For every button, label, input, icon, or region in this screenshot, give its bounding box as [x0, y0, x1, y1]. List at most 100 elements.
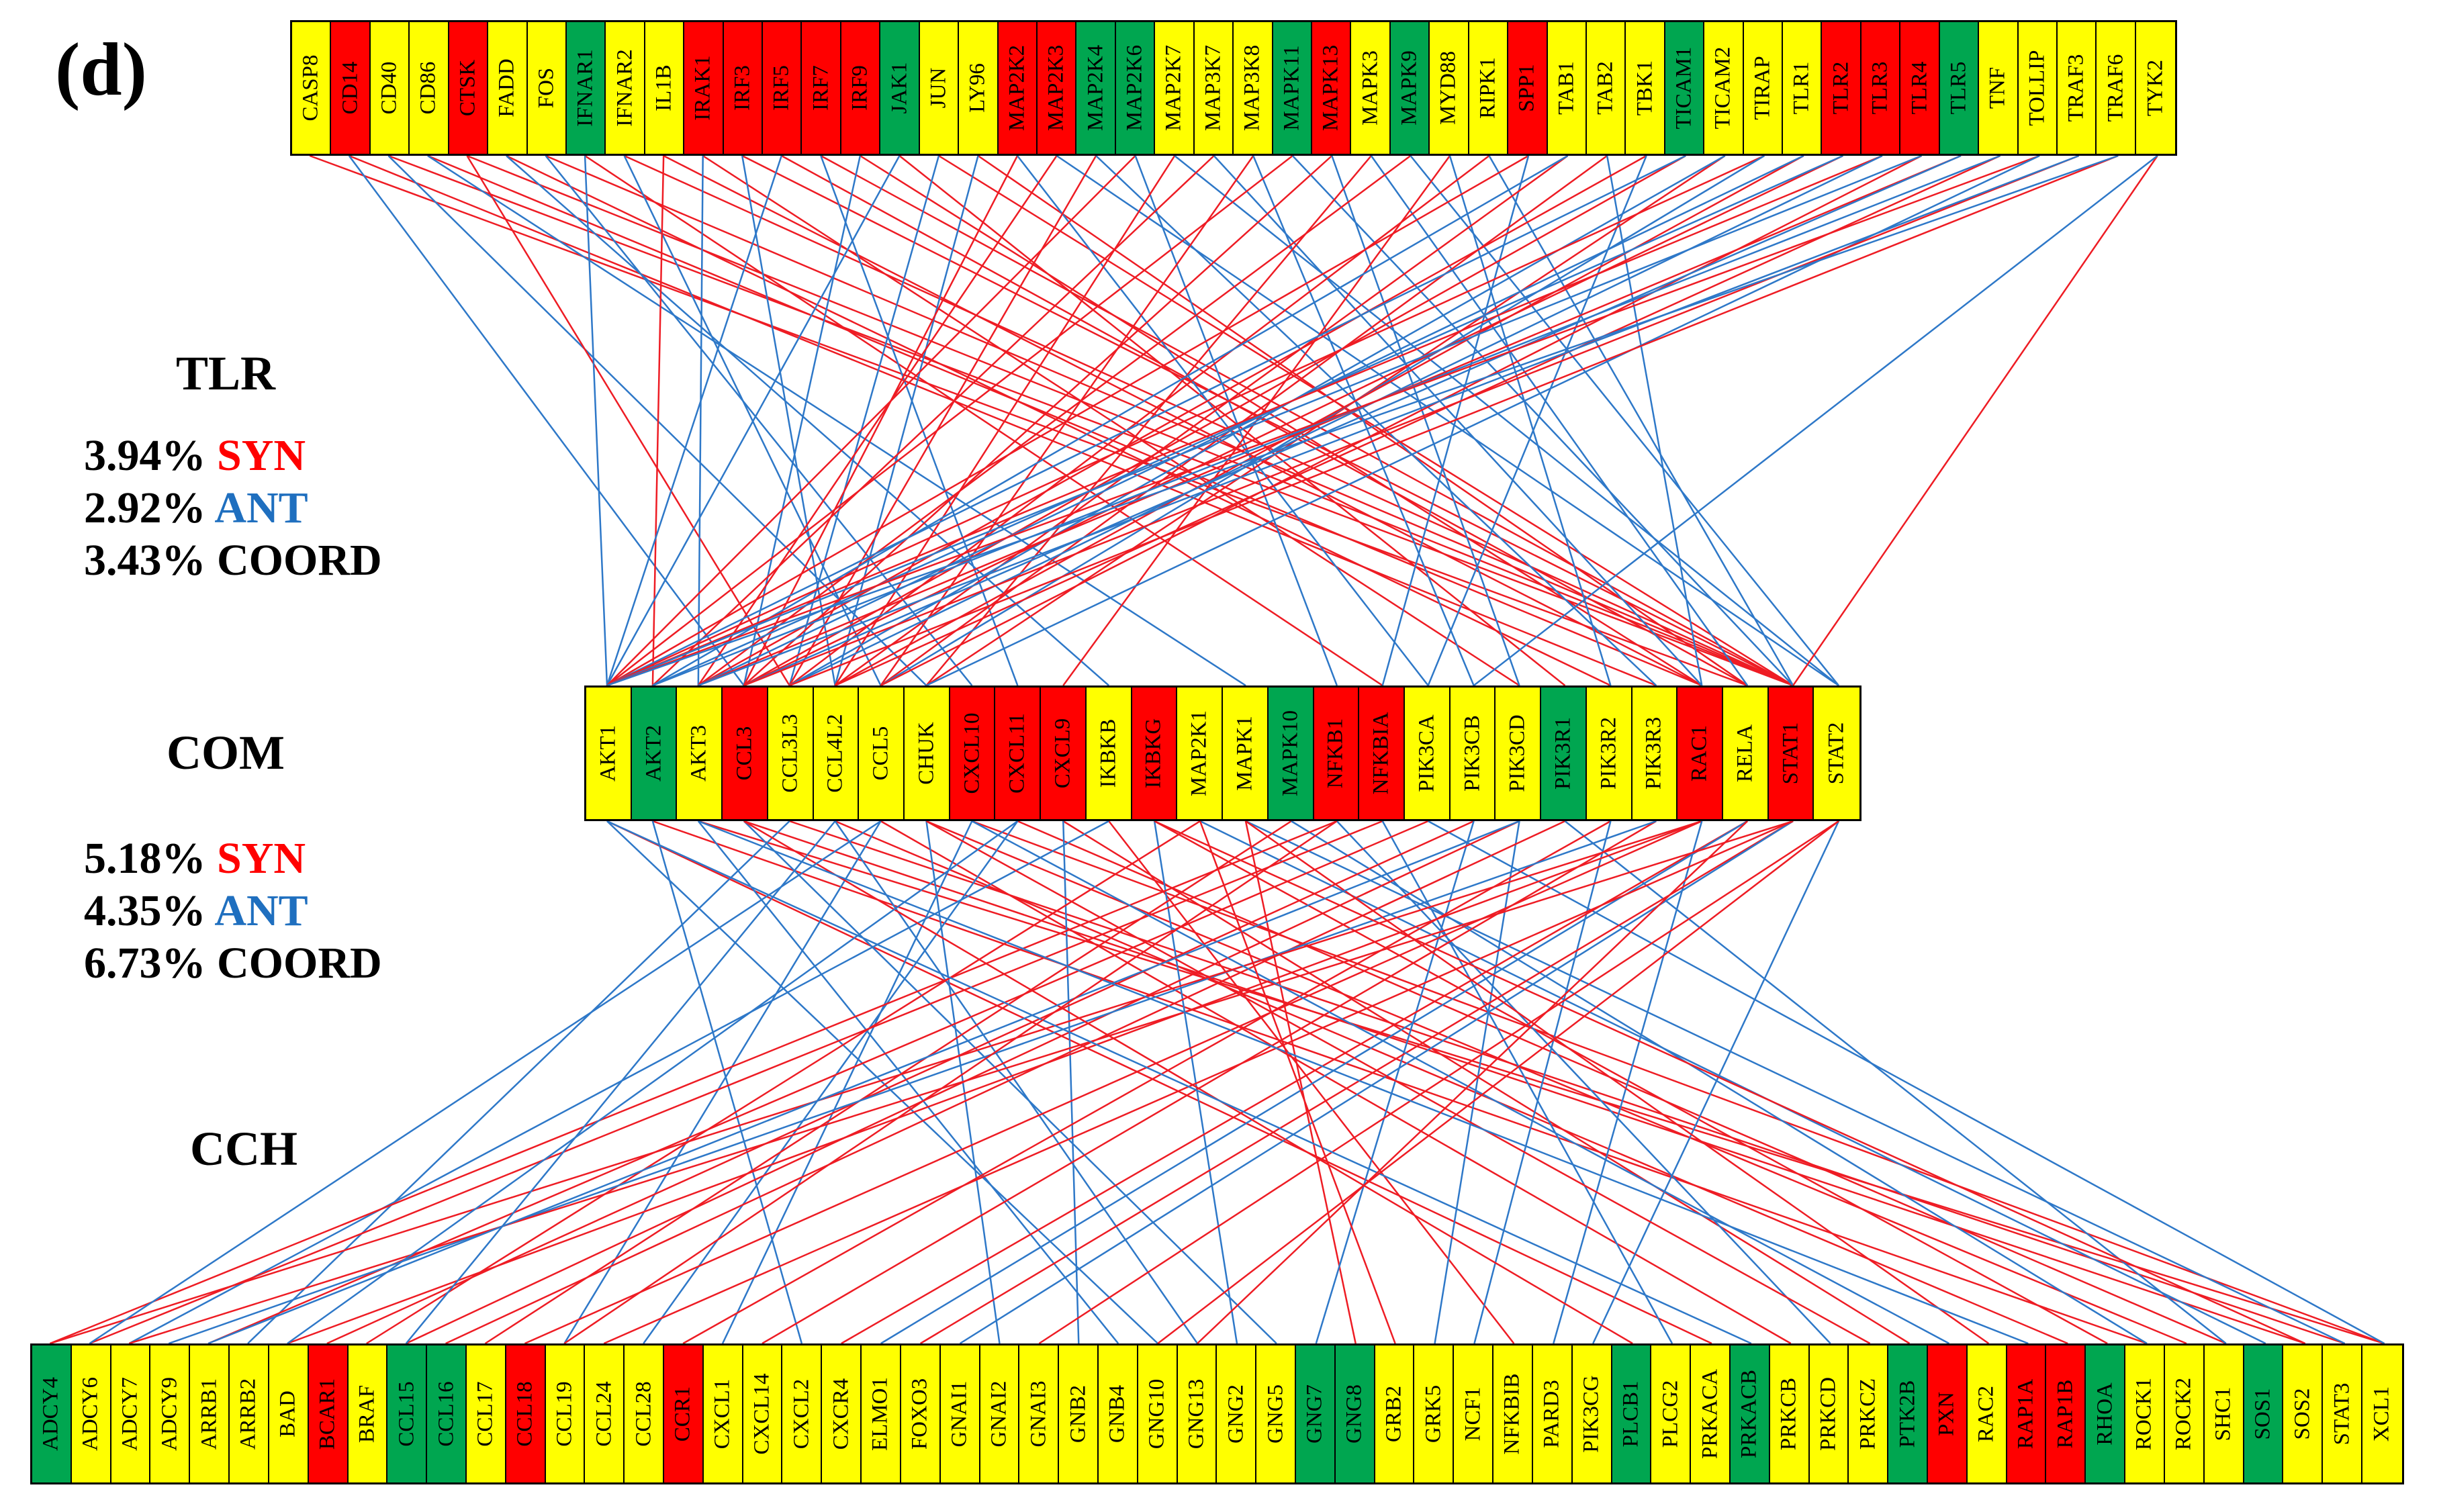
syn-edge-map3k7-akt2	[652, 155, 1215, 686]
ant-edge-map2k7-stat2	[1174, 155, 1839, 686]
syn-edge-tlr5-akt3	[698, 154, 1962, 687]
gene-ccl28: CCL28	[625, 1345, 664, 1482]
ant-edge-jak1-akt1	[606, 155, 901, 686]
gene-map2k7: MAP2K7	[1155, 22, 1195, 154]
gene-ccl3: CCL3	[723, 688, 768, 819]
gene-label: CCL5	[868, 726, 893, 781]
gene-label: RAP1B	[2053, 1379, 2078, 1449]
section-label-com: COM	[167, 726, 285, 779]
gene-label: ADCY9	[157, 1376, 182, 1452]
gene-rap1a: RAP1A	[2007, 1345, 2047, 1482]
gene-xcl1: XCL1	[2362, 1345, 2402, 1482]
gene-label: PRKCZ	[1855, 1378, 1880, 1450]
syn-edge-tlr1-ccl4l2	[835, 154, 1804, 687]
gene-label: MAPK13	[1318, 44, 1343, 132]
gene-adcy6: ADCY6	[71, 1345, 111, 1482]
gene-myd88: MYD88	[1430, 22, 1469, 154]
syn-edge-ikbkg-rhoa	[1154, 820, 2108, 1345]
gene-map2k4: MAP2K4	[1076, 22, 1116, 154]
syn-edge-tlr2-ccl3	[743, 154, 1843, 687]
gene-label: FOS	[534, 67, 559, 109]
com-ant-label: ANT	[214, 886, 308, 935]
ant-edge-tlr3-ccl3l3	[789, 154, 1883, 687]
gene-label: CXCR4	[829, 1378, 854, 1450]
gene-label: TLR2	[1829, 61, 1853, 115]
gene-ctsk: CTSK	[449, 22, 489, 154]
syn-edge-stat2-gnai3	[1038, 820, 1839, 1345]
gene-label: NCF1	[1461, 1386, 1485, 1442]
gene-tab1: TAB1	[1547, 22, 1587, 154]
gene-pxn: PXN	[1928, 1345, 1968, 1482]
gene-adcy7: ADCY7	[111, 1345, 151, 1482]
gene-pik3r3: PIK3R3	[1632, 688, 1678, 819]
gene-label: BAD	[275, 1390, 300, 1437]
ant-edge-map2k6-nfkb1	[1134, 155, 1338, 686]
gene-stat1: STAT1	[1768, 688, 1814, 819]
syn-edge-casp8-rela	[309, 154, 1748, 687]
ant-edge-ccl3l3-arrb2	[247, 820, 790, 1344]
gene-map2k6: MAP2K6	[1115, 22, 1156, 154]
gene-label: GNG8	[1342, 1384, 1367, 1444]
com-gene-row: AKT1 AKT2 AKT3 CCL3 CCL3L3 CCL4L2 CCL5 CHUK CXCL…	[584, 686, 1861, 821]
gene-ccl3l3: CCL3L3	[768, 688, 814, 819]
syn-edge-map2k2-ccl3	[743, 155, 1019, 686]
gene-label: MAPK3	[1358, 50, 1383, 126]
syn-edge-rac1-adcy4	[50, 820, 1702, 1345]
gene-pik3cb: PIK3CB	[1450, 688, 1496, 819]
gene-label: STAT1	[1778, 722, 1803, 785]
gene-label: PLCB1	[1618, 1380, 1643, 1448]
gene-sos1: SOS1	[2244, 1345, 2284, 1482]
ant-edge-stat1-gnai1	[959, 820, 1794, 1345]
gene-label: CCL17	[473, 1381, 498, 1447]
gene-ccl15: CCL15	[387, 1345, 428, 1482]
gene-label: CXCL9	[1050, 718, 1075, 789]
gene-label: GNAI2	[986, 1380, 1011, 1448]
gene-label: PIK3CG	[1579, 1375, 1604, 1453]
gene-irf7: IRF7	[802, 22, 841, 154]
syn-edge-irf7-stat1	[820, 154, 1794, 687]
gene-rap1b: RAP1B	[2046, 1345, 2086, 1482]
syn-edge-rac1-ccl18	[524, 820, 1702, 1345]
ant-edge-akt3-rap1a	[698, 820, 2029, 1345]
ant-edge-cxcl11-ccl28	[643, 820, 1019, 1344]
ant-edge-fadd-ikbkb	[506, 155, 1110, 686]
gene-label: CCL19	[552, 1381, 577, 1447]
gene-ccl17: CCL17	[466, 1345, 506, 1482]
gene-label: PIK3R2	[1596, 716, 1621, 790]
syn-edge-cd40-stat1	[387, 154, 1794, 687]
gene-map2k1: MAP2K1	[1177, 688, 1224, 819]
gene-label: NFKBIA	[1369, 712, 1393, 795]
gene-label: TOLLIP	[2025, 50, 2050, 126]
syn-edge-tollip-akt1	[606, 154, 2040, 687]
com-ant-value: 4.35%	[84, 886, 206, 935]
gene-label: PLCG2	[1658, 1380, 1683, 1448]
gene-pik3r1: PIK3R1	[1541, 688, 1587, 819]
gene-gnai1: GNAI1	[940, 1345, 980, 1482]
com-ant-stat: 4.35% ANT	[84, 885, 382, 937]
syn-edge-pik3r2-ccr1	[682, 820, 1612, 1345]
gene-label: CXCL11	[1005, 713, 1029, 794]
gene-rhoa: RHOA	[2086, 1345, 2126, 1482]
gene-label: TIRAP	[1750, 56, 1775, 120]
gene-label: GNG2	[1224, 1384, 1248, 1444]
tlr-gene-row: CASP8 CD14 CD40 CD86 CTSK FADD FOS IFNAR1 IFNAR2…	[290, 20, 2177, 156]
gene-tlr5: TLR5	[1939, 22, 1980, 154]
ant-edge-tab2-rac1	[1606, 155, 1703, 686]
ant-edge-pik3cb-gng7	[1315, 820, 1475, 1344]
syn-edge-fadd-pik3r2	[506, 154, 1611, 687]
syn-edge-cxcl10-xcl1	[971, 820, 2385, 1345]
syn-edge-traf3-ccl3	[743, 154, 2080, 687]
tlr-ant-label: ANT	[214, 483, 308, 532]
gene-ccl19: CCL19	[545, 1345, 586, 1482]
gene-label: CHUK	[914, 722, 939, 785]
gene-shc1: SHC1	[2204, 1345, 2244, 1482]
gene-label: MAP2K1	[1187, 710, 1211, 797]
syn-edge-il1b-rac1	[663, 154, 1702, 687]
syn-edge-akt1-prkaca	[606, 820, 1712, 1345]
gene-label: PRKCB	[1776, 1377, 1801, 1451]
syn-edge-jak1-pik3r1	[899, 155, 1566, 686]
gene-label: LY96	[965, 63, 990, 113]
gene-label: JUN	[926, 67, 951, 109]
gene-prkcd: PRKCD	[1809, 1345, 1849, 1482]
gene-stat3: STAT3	[2323, 1345, 2362, 1482]
